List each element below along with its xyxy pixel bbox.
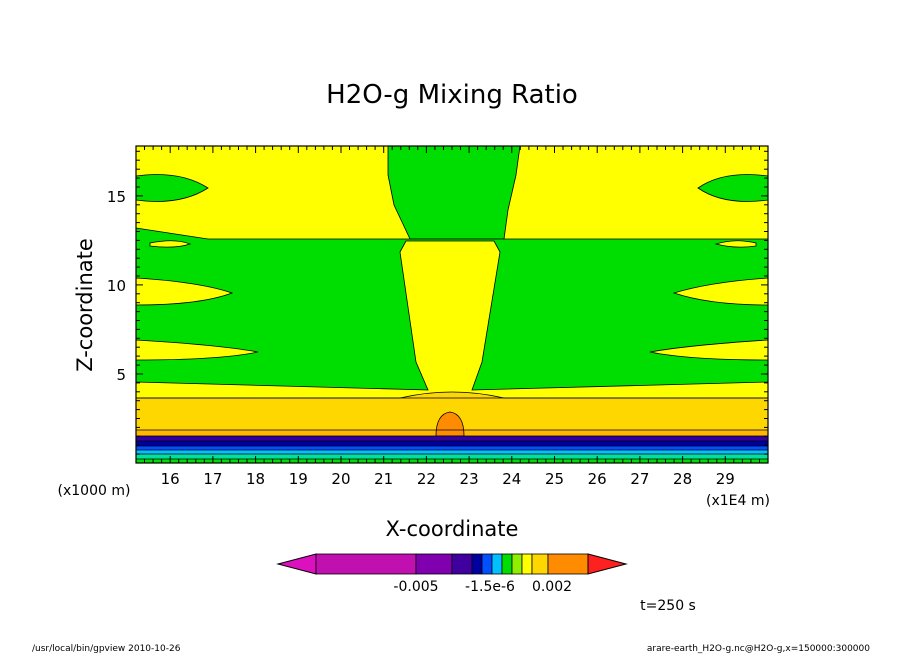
colorbar-seg-10 [531,553,549,575]
yellow-lobe-left-2 [135,339,259,361]
footer-right: arare-earth_H2O-g.nc@H2O-g,x=150000:3000… [647,644,870,654]
colorbar-label: -0.005 [393,579,438,595]
plot-area [135,145,769,464]
colorbar-seg-1 [315,553,417,575]
gold-bump [136,391,768,399]
x-axis-label: X-coordinate [386,517,519,541]
yellow-lobe-right-1 [672,277,769,306]
green-lobe-top-right [697,174,769,202]
y-unit-note: (x1000 m) [58,483,131,499]
x-tick-label: 16 [161,470,180,488]
colorbar-seg-6 [491,553,503,575]
colorbar-seg-11 [547,553,589,575]
y-axis-label: Z-coordinate [73,238,97,372]
x-tick-label: 18 [246,470,265,488]
x-tick-label: 27 [630,470,649,488]
colorbar-low-arrow [276,553,317,575]
colorbar-labels: -0.005 -1.5e-6 0.002 [393,579,572,595]
yellow-lobe-right-3 [714,240,757,248]
x-tick-label: 29 [716,470,735,488]
x-tick-label: 19 [289,470,308,488]
green-lobe-top-left [135,174,209,202]
yellow-lobe-left-3 [149,240,192,248]
y-tick-label: 10 [107,277,126,295]
green-region-center-top [387,145,521,240]
dark-band-2 [136,441,768,446]
x-tick-label: 26 [588,470,607,488]
colorbar-label: -1.5e-6 [465,579,515,595]
footer-left: /usr/local/bin/gpview 2010-10-26 [32,644,181,654]
dark-band-4 [136,450,768,454]
yellow-lobe-right-2 [649,339,769,361]
dark-band-3 [136,446,768,450]
chart-title: H2O-g Mixing Ratio [326,80,578,110]
colorbar-seg-8 [511,553,523,575]
dark-band-5 [136,454,768,459]
colorbar [276,553,628,575]
colorbar-high-arrow [587,553,628,575]
colorbar-seg-7 [501,553,513,575]
x-tick-label: 20 [331,470,350,488]
time-label: t=250 s [640,598,696,614]
x-tick-label: 22 [417,470,436,488]
colorbar-seg-2 [415,553,453,575]
colorbar-seg-4 [471,553,483,575]
x-tick-label: 23 [460,470,479,488]
x-tick-label: 21 [374,470,393,488]
colorbar-seg-5 [481,553,493,575]
dark-band-1 [136,436,768,441]
x-tick-label: 17 [203,470,222,488]
x-tick-label: 28 [673,470,692,488]
contour-lines [136,397,768,460]
x-tick-label: 25 [545,470,564,488]
y-axis: 5 10 15 [107,150,768,455]
x-axis: 16 17 18 19 20 21 22 23 24 25 26 27 28 29 [144,146,769,488]
yellow-lobe-left-1 [135,277,234,306]
colorbar-label: 0.002 [532,579,572,595]
colorbar-seg-3 [451,553,473,575]
colorbar-seg-9 [521,553,533,575]
x-tick-label: 24 [502,470,521,488]
y-tick-label: 5 [116,366,126,384]
x-unit-note: (x1E4 m) [706,493,770,509]
y-tick-label: 15 [107,188,126,206]
